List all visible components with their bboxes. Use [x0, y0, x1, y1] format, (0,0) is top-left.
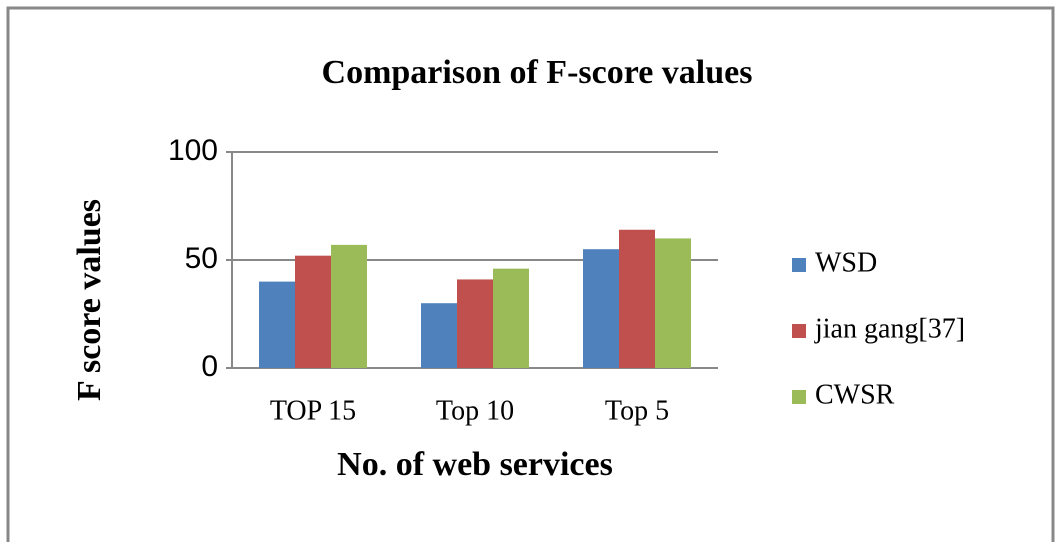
- bar: [421, 303, 457, 368]
- y-tick-label: 100: [168, 134, 218, 167]
- bar: [259, 281, 295, 368]
- bar: [655, 238, 691, 368]
- x-tick-label: TOP 15: [270, 395, 356, 426]
- x-tick-label: Top 5: [605, 395, 669, 426]
- bar: [493, 268, 529, 368]
- bar: [583, 249, 619, 368]
- bar: [331, 244, 367, 368]
- x-tick-label: Top 10: [436, 395, 514, 426]
- y-axis-label: F score values: [71, 199, 108, 401]
- legend-swatch: [792, 324, 806, 338]
- x-axis-label: No. of web services: [337, 446, 613, 483]
- legend-swatch: [792, 390, 806, 404]
- frame: [6, 6, 1055, 542]
- y-tick-label: 0: [201, 350, 218, 383]
- bar: [295, 255, 331, 368]
- legend-label: CWSR: [815, 379, 895, 410]
- legend-label: jian gang[37]: [814, 313, 965, 344]
- bar: [457, 279, 493, 368]
- legend-label: WSD: [815, 247, 877, 278]
- legend-swatch: [792, 258, 806, 272]
- y-tick-label: 50: [185, 242, 218, 275]
- bar: [619, 229, 655, 368]
- chart-title: Comparison of F-score values: [322, 54, 753, 91]
